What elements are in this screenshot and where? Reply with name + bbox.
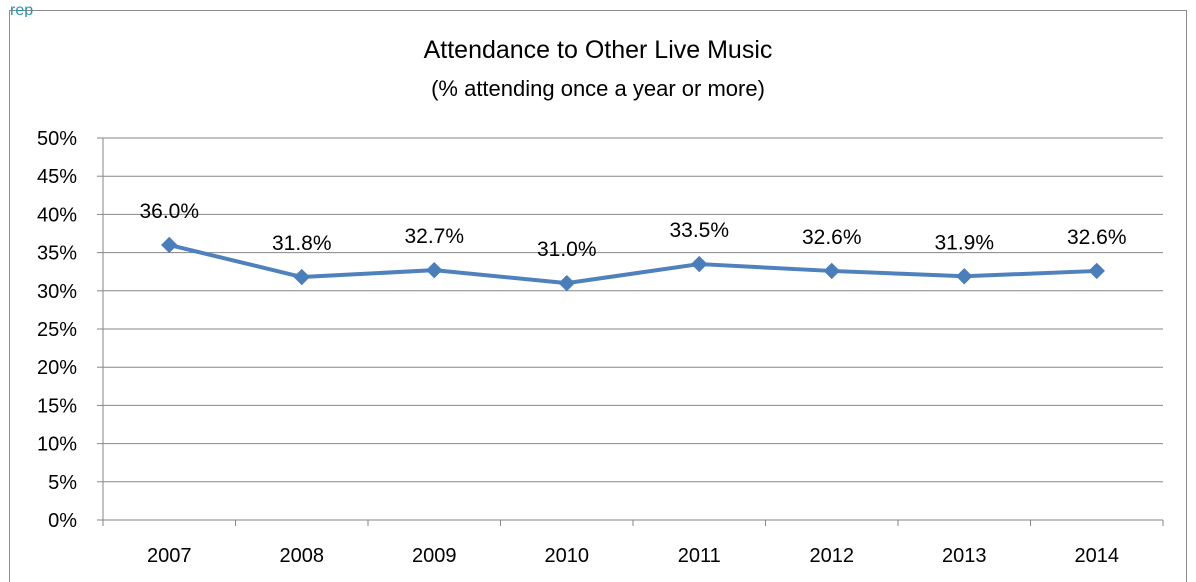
- chart-frame: rep: [9, 5, 1187, 582]
- y-tick-label: 25%: [37, 319, 77, 341]
- y-tick-label: 15%: [37, 395, 77, 417]
- x-tick-label: 2012: [810, 545, 855, 567]
- data-label: 32.7%: [404, 225, 464, 248]
- data-point-marker: [293, 268, 310, 286]
- data-labels: 36.0% 31.8% 32.7% 31.0% 33.5% 32.6% 31.9% 32.6%: [139, 200, 1126, 261]
- y-tick-label: 50%: [37, 128, 77, 150]
- x-tick-label: 2014: [1075, 545, 1120, 567]
- data-label: 31.9%: [934, 231, 994, 254]
- y-tick-label: 0%: [48, 510, 77, 532]
- header-fragment: rep: [10, 5, 34, 17]
- data-label: 31.8%: [272, 232, 332, 255]
- x-tick-label: 2008: [280, 545, 325, 567]
- y-tick-label: 20%: [37, 357, 77, 379]
- y-tick-label: 35%: [37, 243, 77, 265]
- x-tick-label: 2011: [678, 545, 721, 567]
- chart-title: Attendance to Other Live Music: [423, 36, 773, 64]
- data-point-marker: [161, 236, 178, 254]
- data-point-marker: [426, 261, 443, 279]
- data-label: 32.6%: [1067, 226, 1127, 249]
- y-tick-label: 10%: [37, 434, 77, 456]
- x-tick-label: 2009: [412, 545, 457, 567]
- axes: 0% 5% 10% 15% 20% 25% 30% 35% 40% 45% 50% 2007 2008 2…: [37, 128, 1164, 567]
- y-tick-label: 45%: [37, 166, 77, 188]
- series: [161, 236, 1105, 292]
- x-tick-label: 2013: [942, 545, 987, 567]
- y-tick-label: 30%: [37, 281, 77, 303]
- data-point-marker: [691, 255, 708, 273]
- y-tick-label: 40%: [37, 204, 77, 226]
- gridlines: [103, 137, 1163, 483]
- data-label: 36.0%: [139, 200, 199, 223]
- data-label: 32.6%: [802, 226, 862, 249]
- x-tick-label: 2010: [545, 545, 590, 567]
- chart-subtitle: (% attending once a year or more): [431, 76, 765, 101]
- data-point-marker: [956, 268, 973, 285]
- data-label: 33.5%: [669, 219, 729, 242]
- data-point-marker: [558, 274, 575, 292]
- x-tick-label: 2007: [147, 545, 192, 567]
- data-point-marker: [823, 262, 840, 280]
- data-point-marker: [1088, 262, 1105, 280]
- series-line: [168, 243, 1097, 286]
- y-tick-label: 5%: [48, 472, 77, 494]
- data-label: 31.0%: [537, 238, 597, 261]
